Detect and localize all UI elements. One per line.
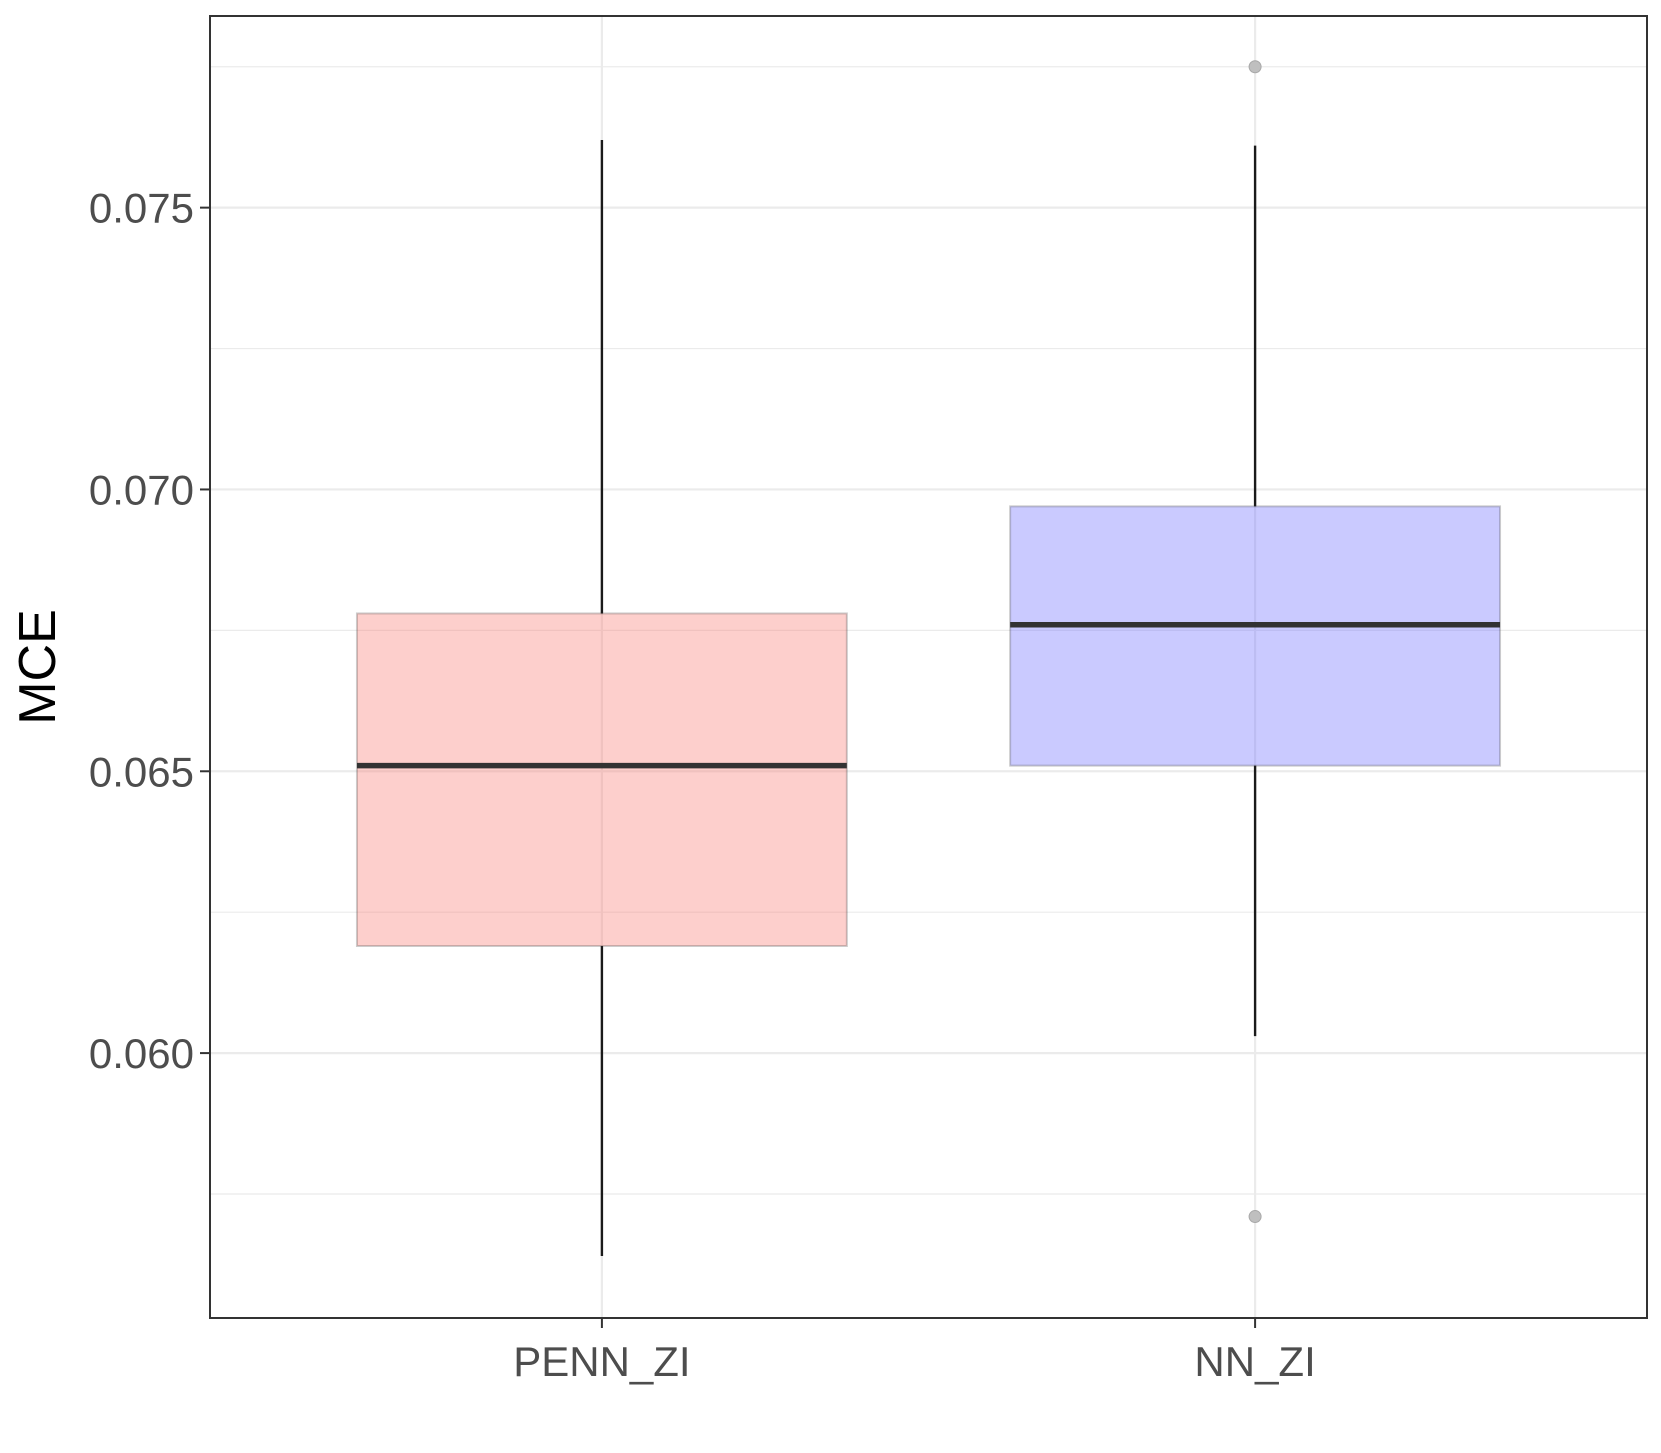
y-tick-label: 0.070 [89, 466, 194, 513]
x-tick-label: NN_ZI [1194, 1338, 1315, 1385]
boxes-layer [355, 60, 1502, 1256]
box-penn-zi [355, 140, 848, 1256]
y-axis-ticks: 0.060 0.065 0.070 0.075 [89, 185, 210, 1077]
iqr-box [355, 612, 848, 947]
outlier-point [1248, 60, 1262, 74]
y-axis-title: MCE [9, 609, 67, 725]
y-tick-label: 0.075 [89, 185, 194, 232]
minor-gridlines [210, 66, 1647, 1195]
plot-panel [210, 16, 1647, 1318]
x-axis-ticks: PENN_ZI NN_ZI [513, 1318, 1316, 1385]
y-tick-label: 0.060 [89, 1030, 194, 1077]
y-tick-label: 0.065 [89, 748, 194, 795]
x-tick-label: PENN_ZI [513, 1338, 690, 1385]
iqr-box [1009, 505, 1502, 767]
plot-border [209, 15, 1648, 1319]
box-nn-zi [1009, 60, 1502, 1224]
outlier-point [1248, 1210, 1262, 1224]
